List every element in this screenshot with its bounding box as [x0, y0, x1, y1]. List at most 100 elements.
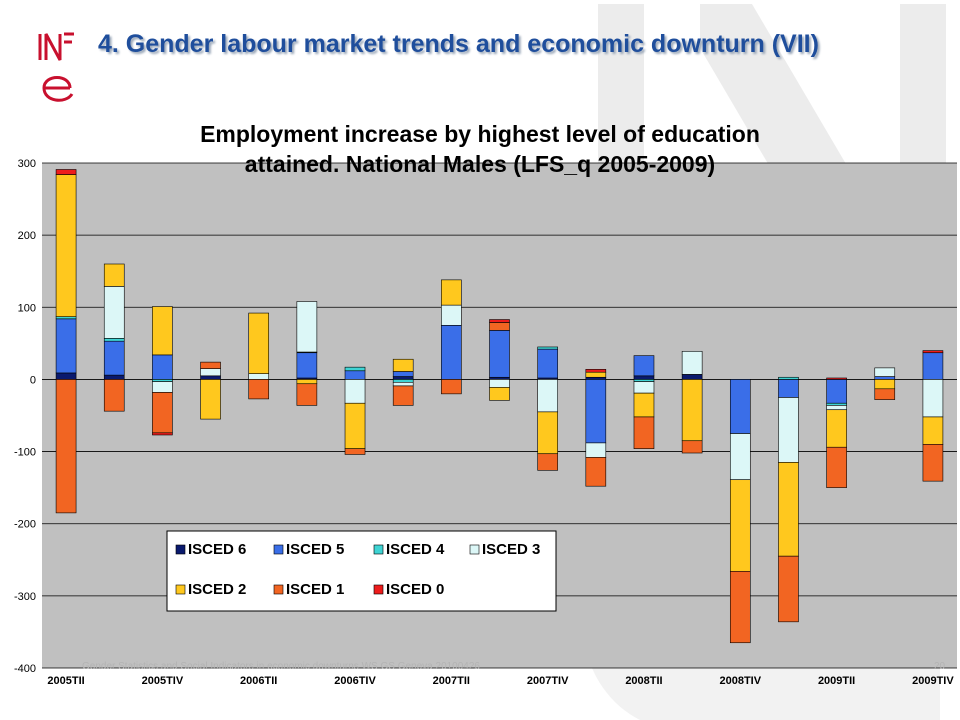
legend-swatch — [373, 544, 384, 555]
bar-segment — [248, 312, 270, 374]
bar-segment — [633, 355, 655, 377]
bar-segment — [585, 369, 607, 373]
x-tick-label: 2005TII — [47, 675, 84, 687]
y-tick-label: 0 — [30, 374, 36, 386]
bar-segment — [344, 370, 366, 380]
bar-segment — [778, 555, 799, 623]
bar-segment — [55, 372, 77, 380]
x-tick-label: 2006TIV — [334, 675, 376, 687]
bar-segment — [537, 453, 558, 471]
ine-logo — [38, 32, 74, 102]
bar-segment — [152, 379, 173, 382]
legend-swatch — [175, 584, 186, 595]
bar-segment — [922, 444, 944, 482]
bar-segment — [489, 319, 510, 323]
bar-segment — [826, 405, 847, 411]
chart-title-line-2: attained. National Males (LFS_q 2005-200… — [245, 151, 715, 177]
footer-text: Gender Statistics and Social Indicators … — [82, 661, 480, 672]
x-tick-label: 2005TIV — [142, 675, 184, 687]
y-tick-label: -200 — [14, 519, 36, 531]
bar-segment — [200, 375, 221, 380]
bar-segment — [248, 373, 270, 380]
legend-swatch — [175, 544, 186, 555]
bar-segment — [729, 433, 751, 481]
bar-segment — [344, 402, 366, 449]
bar-segment — [103, 338, 125, 342]
bar-segment — [681, 379, 703, 442]
bar-segment — [778, 462, 799, 557]
bar-segment — [922, 350, 944, 354]
bar-segment — [489, 376, 510, 380]
bar-segment — [441, 325, 462, 380]
bar-segment — [344, 448, 366, 455]
bar-segment — [103, 379, 125, 412]
x-tick-label: 2008TII — [625, 675, 662, 687]
chart-title-line-1: Employment increase by highest level of … — [200, 121, 760, 147]
legend-swatch — [273, 584, 284, 595]
bar-segment — [55, 169, 77, 175]
bar-segment — [152, 392, 173, 434]
bar-segment — [537, 346, 558, 350]
x-tick-label: 2009TIV — [912, 675, 954, 687]
bar-segment — [826, 379, 847, 404]
legend-box — [166, 530, 557, 612]
x-tick-label: 2009TII — [818, 675, 855, 687]
bar-segment — [55, 316, 77, 320]
bar-segment — [922, 416, 944, 445]
bar-segment — [392, 376, 414, 380]
bar-segment — [200, 379, 221, 420]
bar-segment — [537, 411, 558, 455]
bar-segment — [729, 479, 751, 572]
legend-swatch — [373, 584, 384, 595]
y-tick-label: -300 — [14, 591, 36, 603]
bar-segment — [633, 375, 655, 380]
bar-segment — [537, 379, 558, 413]
bar-segment — [681, 350, 703, 375]
bar-segment — [55, 379, 77, 514]
bar-segment — [489, 322, 510, 331]
bar-segment — [441, 304, 462, 326]
bar-segment — [874, 388, 896, 400]
bar-segment — [778, 397, 799, 463]
bar-segment — [392, 379, 414, 383]
bar-segment — [103, 340, 125, 376]
legend-label: ISCED 1 — [286, 581, 344, 598]
bar-segment — [922, 352, 944, 380]
bar-segment — [681, 374, 703, 380]
x-tick-label: 2007TII — [433, 675, 470, 687]
bar-segment — [296, 301, 318, 353]
slide-title: 4. Gender labour market trends and econo… — [98, 30, 819, 58]
bar-segment — [296, 383, 318, 406]
bar-segment — [103, 263, 125, 287]
legend-label: ISCED 4 — [386, 541, 445, 558]
bar-segment — [441, 379, 462, 395]
bar-segment — [874, 379, 896, 390]
legend-label: ISCED 6 — [188, 541, 246, 558]
legend-swatch — [469, 544, 480, 555]
y-tick-label: -400 — [14, 663, 36, 675]
legend: ISCED 6 ISCED 5 ISCED 4 ISCED 3 ISCED 2 ISCED… — [166, 530, 557, 612]
bar-segment — [441, 279, 462, 306]
bar-segment — [633, 379, 655, 382]
bar-segment — [585, 457, 607, 487]
bar-segment — [296, 379, 318, 385]
bar-segment — [103, 286, 125, 339]
page-number: 20 — [934, 661, 946, 672]
bar-segment — [55, 318, 77, 374]
y-tick-label: 100 — [18, 302, 36, 314]
bar-segment — [152, 306, 173, 356]
bar-segment — [633, 392, 655, 418]
legend-label: ISCED 2 — [188, 581, 246, 598]
legend-label: ISCED 3 — [482, 541, 540, 558]
y-tick-label: 200 — [18, 230, 36, 242]
bar-segment — [152, 381, 173, 393]
y-tick-label: -100 — [14, 447, 36, 459]
bar-segment — [489, 379, 510, 388]
bar-segment — [200, 361, 221, 369]
bar-segment — [200, 368, 221, 377]
bar-segment — [392, 358, 414, 372]
bar-segment — [537, 348, 558, 379]
bar-segment — [344, 379, 366, 404]
bar-segment — [633, 381, 655, 394]
bar-segment — [729, 571, 751, 644]
